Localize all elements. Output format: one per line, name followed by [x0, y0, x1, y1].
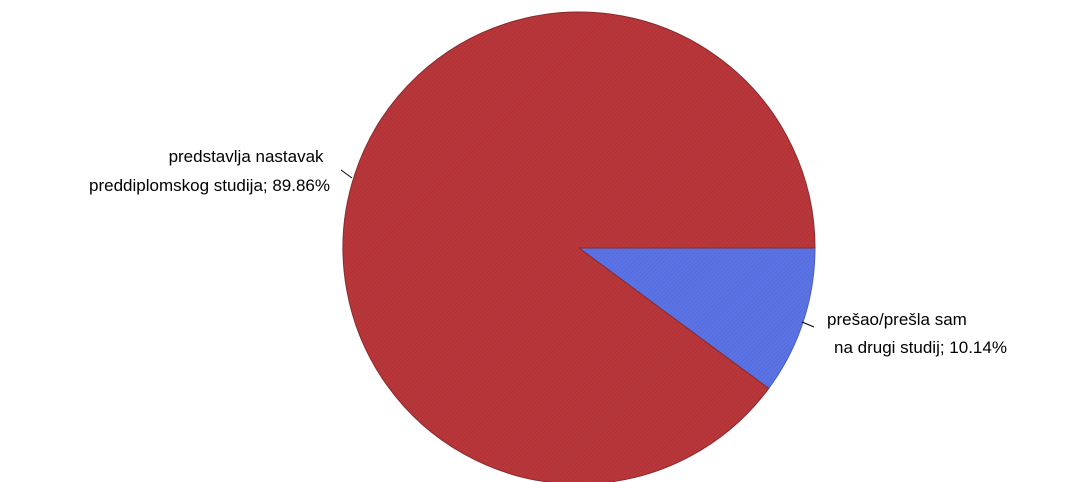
pie-labels: predstavlja nastavak preddiplomskog stud… — [89, 147, 1007, 357]
slice-label-drugi-studij-line-2: na drugi studij; 10.14% — [834, 338, 1007, 357]
slice-label-drugi-studij-line-1: prešao/prešla sam — [827, 310, 967, 329]
leader-line-drugi-studij — [801, 321, 815, 328]
slice-label-nastavak: predstavlja nastavak preddiplomskog stud… — [89, 147, 330, 195]
slice-label-nastavak-line-2: preddiplomskog studija; 89.86% — [89, 176, 330, 195]
pie-slice-nastavak — [342, 11, 816, 482]
slice-label-drugi-studij: prešao/prešla sam na drugi studij; 10.14… — [827, 310, 1007, 357]
leader-line-nastavak — [340, 169, 353, 179]
pie-slices — [342, 11, 816, 482]
pie-slice-drugi-studij — [577, 247, 816, 390]
slice-label-nastavak-line-1: predstavlja nastavak — [169, 147, 324, 166]
